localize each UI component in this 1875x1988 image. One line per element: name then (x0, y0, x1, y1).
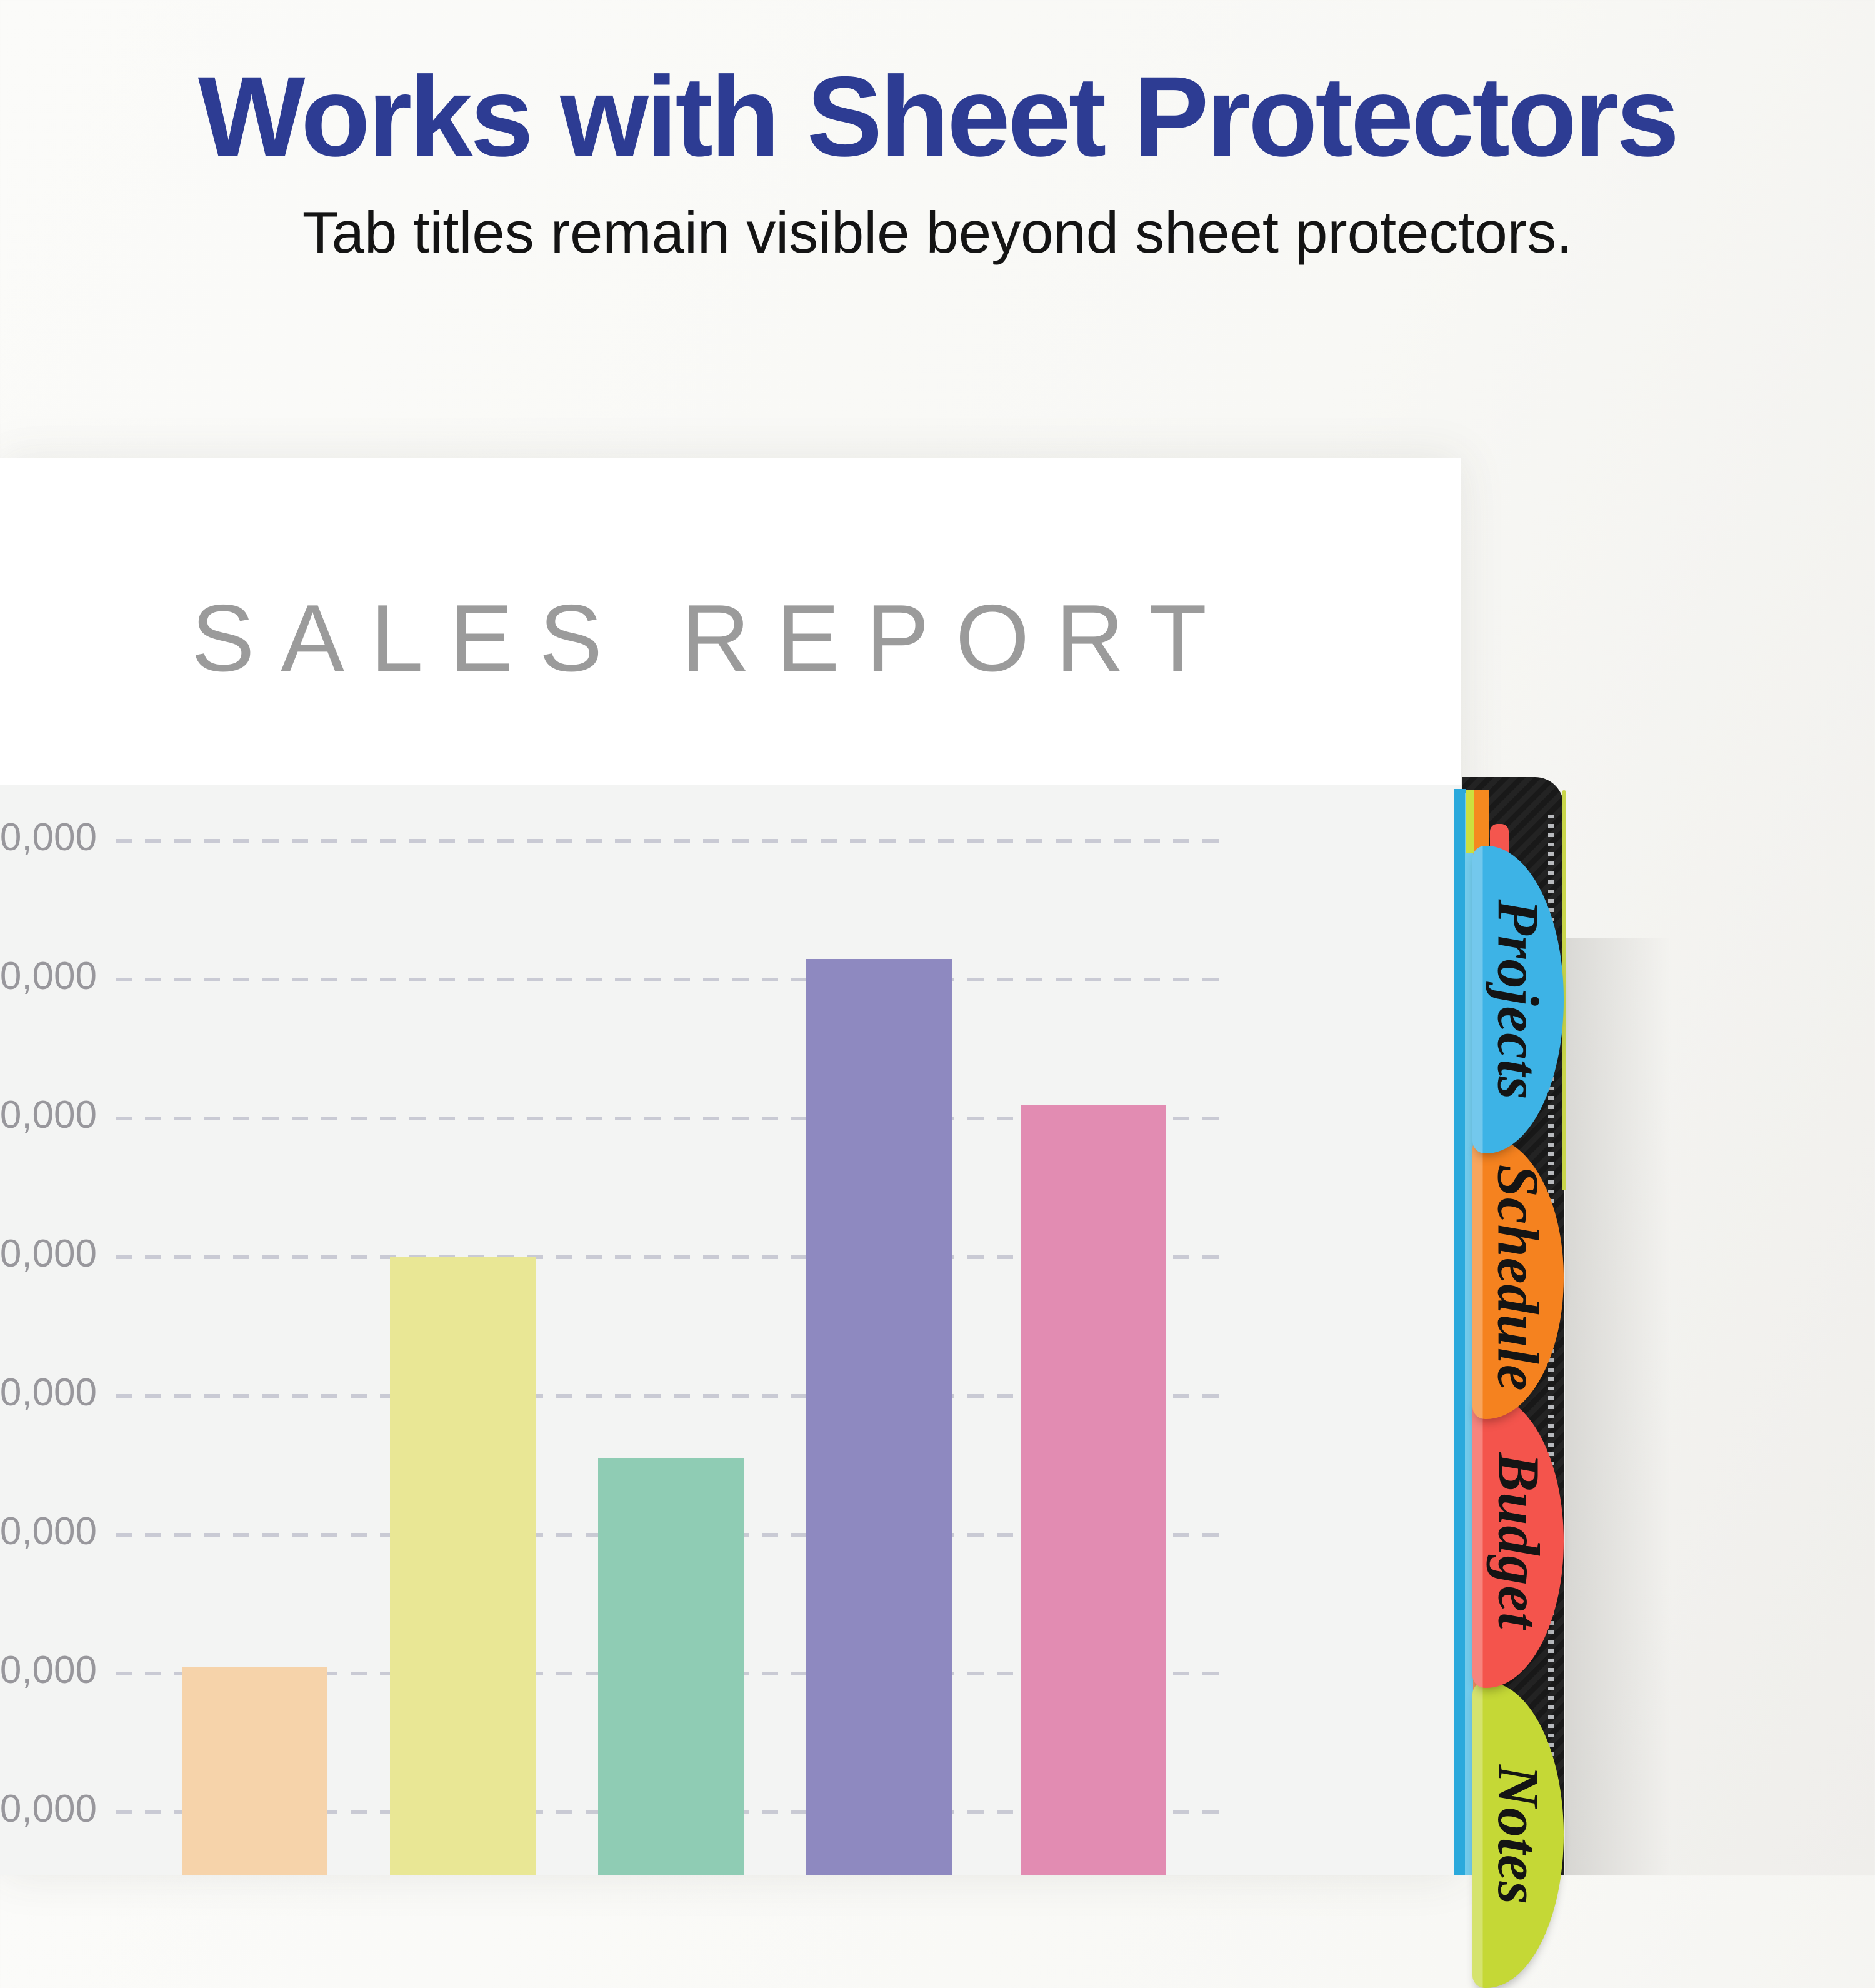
bar (598, 1458, 744, 1875)
y-axis-tick-label: 0,000 (0, 1787, 97, 1830)
gridline (116, 1394, 1232, 1398)
bar-chart-plot: 0,000 0,000 0,000 0,000 0,000 0,000 0,000 0,000 (0, 785, 1461, 1875)
sheet-edge-blue (1454, 789, 1466, 1875)
y-axis-tick-label: 0,000 (0, 1649, 97, 1692)
tab-schedule: Schedule (1472, 1137, 1564, 1419)
gridline (116, 1117, 1232, 1120)
y-axis-tick-label: 0,000 (0, 1232, 97, 1275)
y-axis-tick-label: 0,000 (0, 1093, 97, 1137)
gridline (116, 1255, 1232, 1259)
banner-subtitle: Tab titles remain visible beyond sheet p… (302, 199, 1573, 265)
binder-green-edge (1562, 790, 1566, 1190)
sheet-edge-light-blue (1465, 793, 1474, 1875)
tab-label: Budget (1486, 1452, 1551, 1630)
product-photo: Works with Sheet Protectors Tab titles r… (0, 53, 1679, 1988)
sheet-edge-orange-top (1474, 790, 1489, 853)
y-axis-tick-label: 0,000 (0, 955, 97, 998)
y-axis-tick-label: 0,000 (0, 816, 97, 859)
tab-label: Notes (1486, 1764, 1551, 1905)
banner-title: Works with Sheet Protectors (198, 53, 1679, 180)
tab-label: Schedule (1486, 1164, 1551, 1392)
bar (182, 1666, 328, 1875)
report-title: SALES REPORT (191, 585, 1233, 691)
bar (806, 958, 952, 1875)
tab-label: Projects (1486, 899, 1551, 1100)
y-axis-tick-label: 0,000 (0, 1371, 97, 1414)
y-axis-tick-label: 0,000 (0, 1510, 97, 1553)
sheet-edge-green-top (1466, 790, 1474, 853)
binder-cast-shadow (1565, 938, 1671, 1875)
report-page: SALES REPORT 0,000 0,000 0,000 0,000 0,000 0,… (0, 458, 1461, 1875)
bar (390, 1257, 536, 1875)
gridline (116, 839, 1232, 843)
gridline (116, 978, 1232, 981)
bar (1021, 1104, 1166, 1875)
